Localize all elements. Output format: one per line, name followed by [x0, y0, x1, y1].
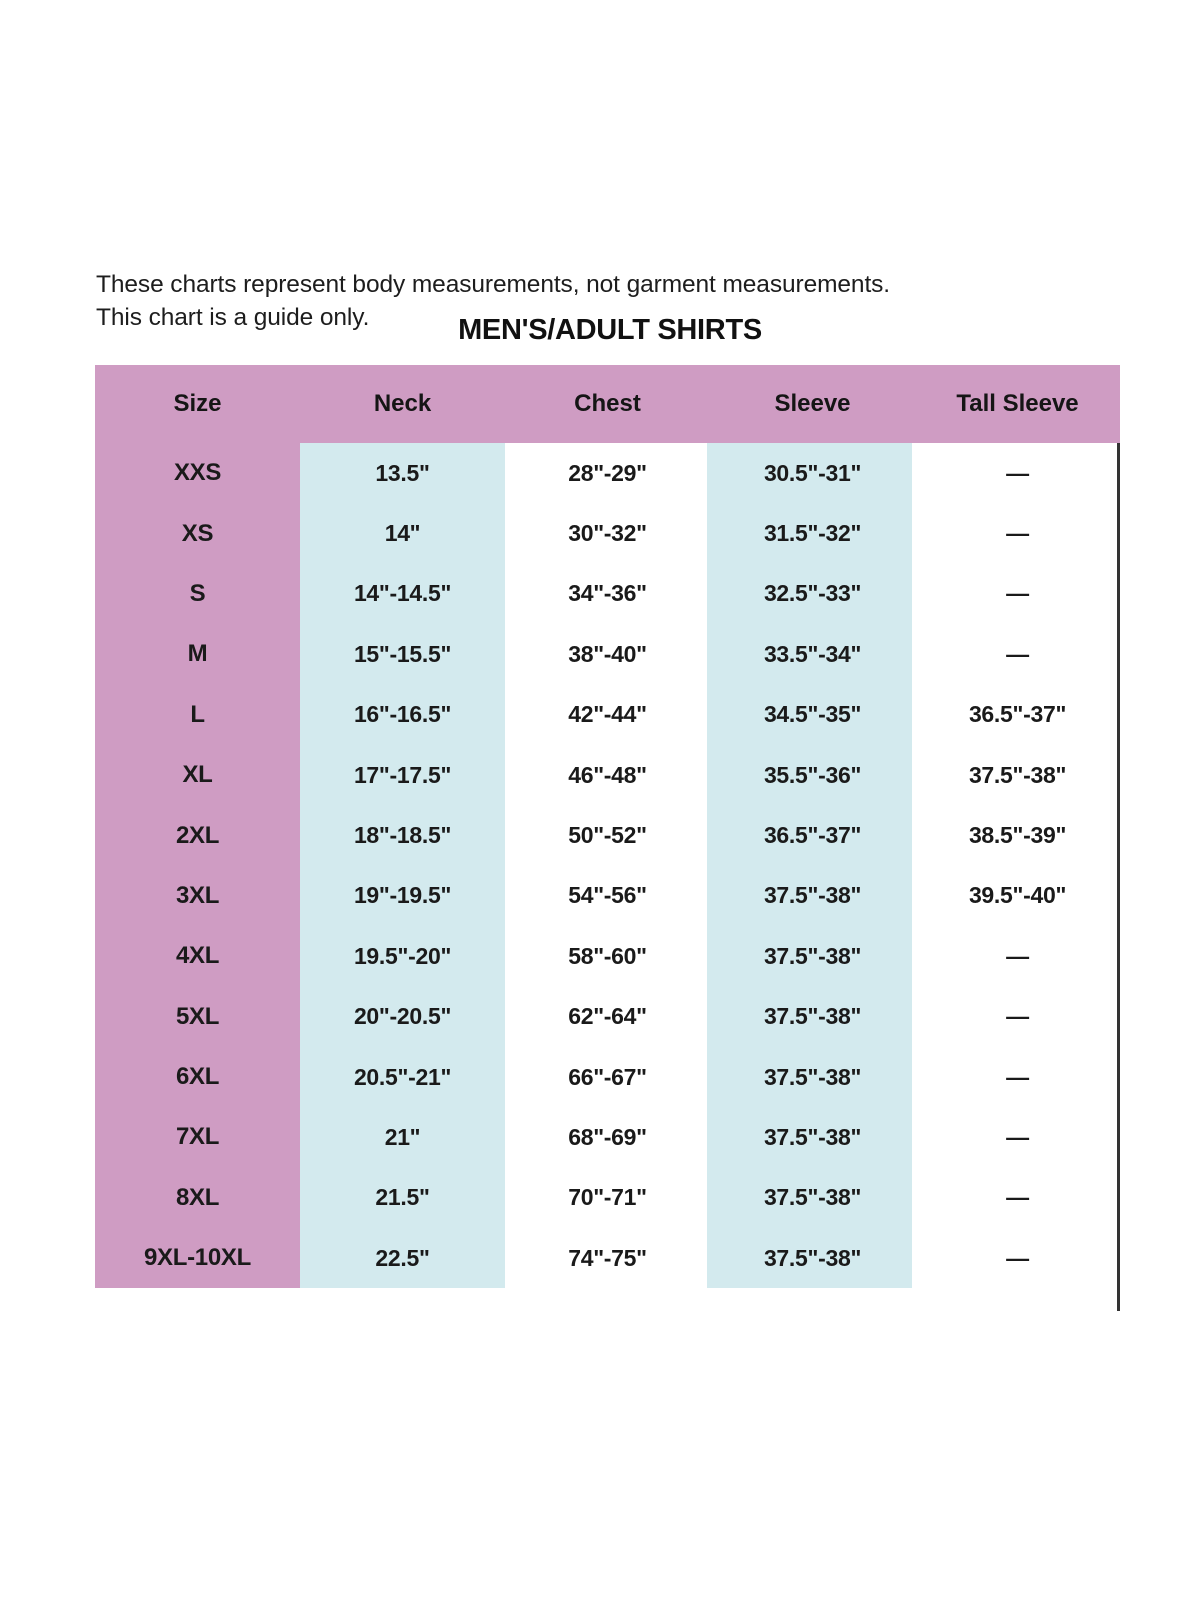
- table-cell-neck: 14": [384, 520, 421, 547]
- column-header-neck: Neck: [373, 390, 432, 417]
- table-cell-sleeve: 33.5"-34": [763, 640, 862, 667]
- table-row: M 15"-15.5" 38"-40" 33.5"-34" —: [95, 624, 1120, 684]
- table-cell-chest: 62"-64": [568, 1003, 647, 1030]
- table-cell-tall-sleeve: 36.5"-37": [968, 701, 1067, 728]
- table-cell-tall-sleeve: —: [1006, 1244, 1029, 1271]
- table-cell-tall-sleeve: 37.5"-38": [968, 761, 1067, 788]
- table-row: XS 14" 30"-32" 31.5"-32" —: [95, 503, 1120, 563]
- table-cell-size: 2XL: [175, 821, 220, 849]
- table-cell-tall-sleeve: —: [1006, 1184, 1029, 1211]
- table-cell-chest: 66"-67": [568, 1063, 647, 1090]
- size-column-band: [95, 365, 300, 1288]
- table-cell-chest: 38"-40": [568, 640, 647, 667]
- table-cell-tall-sleeve: —: [1006, 640, 1029, 667]
- table-cell-chest: 50"-52": [568, 822, 647, 849]
- table-cell-sleeve: 31.5"-32": [763, 520, 862, 547]
- table-cell-chest: 74"-75": [568, 1244, 647, 1271]
- table-cell-sleeve: 34.5"-35": [763, 701, 862, 728]
- table-row: 5XL 20"-20.5" 62"-64" 37.5"-38" —: [95, 987, 1120, 1047]
- table-row: 2XL 18"-18.5" 50"-52" 36.5"-37" 38.5"-39": [95, 805, 1120, 865]
- table-cell-neck: 14"-14.5": [353, 580, 452, 607]
- table-cell-tall-sleeve: —: [1006, 520, 1029, 547]
- table-cell-size: 3XL: [175, 881, 220, 909]
- table-cell-chest: 70"-71": [568, 1184, 647, 1211]
- table-row: L 16"-16.5" 42"-44" 34.5"-35" 36.5"-37": [95, 685, 1120, 745]
- table-cell-neck: 13.5": [375, 459, 430, 486]
- table-cell-sleeve: 37.5"-38": [763, 1123, 862, 1150]
- table-cell-neck: 20.5"-21": [353, 1063, 452, 1090]
- table-cell-size: 9XL-10XL: [144, 1244, 251, 1272]
- table-cell-chest: 34"-36": [568, 580, 647, 607]
- table-cell-size: L: [190, 700, 205, 728]
- table-cell-sleeve: 37.5"-38": [763, 1244, 862, 1271]
- sleeve-column-band: [707, 443, 912, 1288]
- table-cell-neck: 19"-19.5": [353, 882, 452, 909]
- table-cell-sleeve: 35.5"-36": [763, 761, 862, 788]
- table-cell-neck: 22.5": [375, 1244, 430, 1271]
- table-cell-neck: 17"-17.5": [353, 761, 452, 788]
- column-header-sleeve: Sleeve: [774, 390, 851, 417]
- table-row: 3XL 19"-19.5" 54"-56" 37.5"-38" 39.5"-40": [95, 866, 1120, 926]
- column-header-size: Size: [173, 390, 222, 417]
- table-row: 8XL 21.5" 70"-71" 37.5"-38" —: [95, 1168, 1120, 1228]
- table-cell-sleeve: 32.5"-33": [763, 580, 862, 607]
- table-cell-tall-sleeve: —: [1006, 580, 1029, 607]
- table-row: S 14"-14.5" 34"-36" 32.5"-33" —: [95, 564, 1120, 624]
- table-cell-size: 7XL: [175, 1123, 220, 1151]
- table-cell-chest: 54"-56": [568, 882, 647, 909]
- table-cell-tall-sleeve: 39.5"-40": [968, 882, 1067, 909]
- table-cell-chest: 30"-32": [568, 520, 647, 547]
- size-chart-table: Size Neck Chest Sleeve Tall Sleeve XXS 13…: [95, 365, 1120, 1311]
- table-cell-size: 4XL: [175, 942, 220, 970]
- table-row: 7XL 21" 68"-69" 37.5"-38" —: [95, 1107, 1120, 1167]
- page-title: MEN'S/ADULT SHIRTS: [458, 314, 762, 346]
- table-cell-size: 6XL: [175, 1063, 220, 1091]
- table-cell-neck: 18"-18.5": [353, 822, 452, 849]
- table-header-row: Size Neck Chest Sleeve Tall Sleeve: [95, 365, 1120, 443]
- table-cell-tall-sleeve: —: [1006, 459, 1029, 486]
- table-row: XL 17"-17.5" 46"-48" 35.5"-36" 37.5"-38": [95, 745, 1120, 805]
- table-cell-tall-sleeve: —: [1006, 1003, 1029, 1030]
- table-grid: Size Neck Chest Sleeve Tall Sleeve XXS 13…: [95, 365, 1120, 1288]
- table-cell-size: 8XL: [175, 1183, 220, 1211]
- table-cell-neck: 21": [384, 1123, 421, 1150]
- table-cell-sleeve: 37.5"-38": [763, 1063, 862, 1090]
- table-cell-neck: 21.5": [375, 1184, 430, 1211]
- table-cell-tall-sleeve: —: [1006, 1063, 1029, 1090]
- table-cell-chest: 58"-60": [568, 942, 647, 969]
- table-cell-sleeve: 37.5"-38": [763, 942, 862, 969]
- table-cell-size: XS: [181, 519, 214, 547]
- table-cell-tall-sleeve: —: [1006, 1123, 1029, 1150]
- table-cell-chest: 46"-48": [568, 761, 647, 788]
- column-header-chest: Chest: [574, 390, 641, 417]
- table-cell-chest: 68"-69": [568, 1123, 647, 1150]
- table-cell-size: XL: [182, 761, 213, 789]
- table-row: 6XL 20.5"-21" 66"-67" 37.5"-38" —: [95, 1047, 1120, 1107]
- table-cell-size: M: [187, 640, 208, 668]
- table-cell-neck: 15"-15.5": [353, 640, 452, 667]
- neck-column-band: [300, 443, 505, 1288]
- table-cell-neck: 16"-16.5": [353, 701, 452, 728]
- table-cell-sleeve: 37.5"-38": [763, 882, 862, 909]
- table-cell-sleeve: 36.5"-37": [763, 822, 862, 849]
- table-row: 9XL-10XL 22.5" 74"-75" 37.5"-38" —: [95, 1228, 1120, 1288]
- table-cell-chest: 42"-44": [568, 701, 647, 728]
- table-cell-sleeve: 37.5"-38": [763, 1003, 862, 1030]
- table-row: XXS 13.5" 28"-29" 30.5"-31" —: [95, 443, 1120, 503]
- table-cell-size: 5XL: [175, 1002, 220, 1030]
- table-cell-chest: 28"-29": [568, 459, 647, 486]
- table-cell-sleeve: 37.5"-38": [763, 1184, 862, 1211]
- table-cell-neck: 20"-20.5": [353, 1003, 452, 1030]
- right-edge-rule: [1117, 443, 1120, 1311]
- table-row: 4XL 19.5"-20" 58"-60" 37.5"-38" —: [95, 926, 1120, 986]
- table-cell-tall-sleeve: —: [1006, 942, 1029, 969]
- column-header-tall-sleeve: Tall Sleeve: [956, 390, 1079, 417]
- table-cell-sleeve: 30.5"-31": [763, 459, 862, 486]
- intro-note: These charts represent body measurements…: [96, 271, 891, 331]
- table-cell-size: XXS: [173, 459, 222, 487]
- table-cell-tall-sleeve: 38.5"-39": [968, 822, 1067, 849]
- table-cell-size: S: [189, 579, 206, 607]
- table-cell-neck: 19.5"-20": [353, 942, 452, 969]
